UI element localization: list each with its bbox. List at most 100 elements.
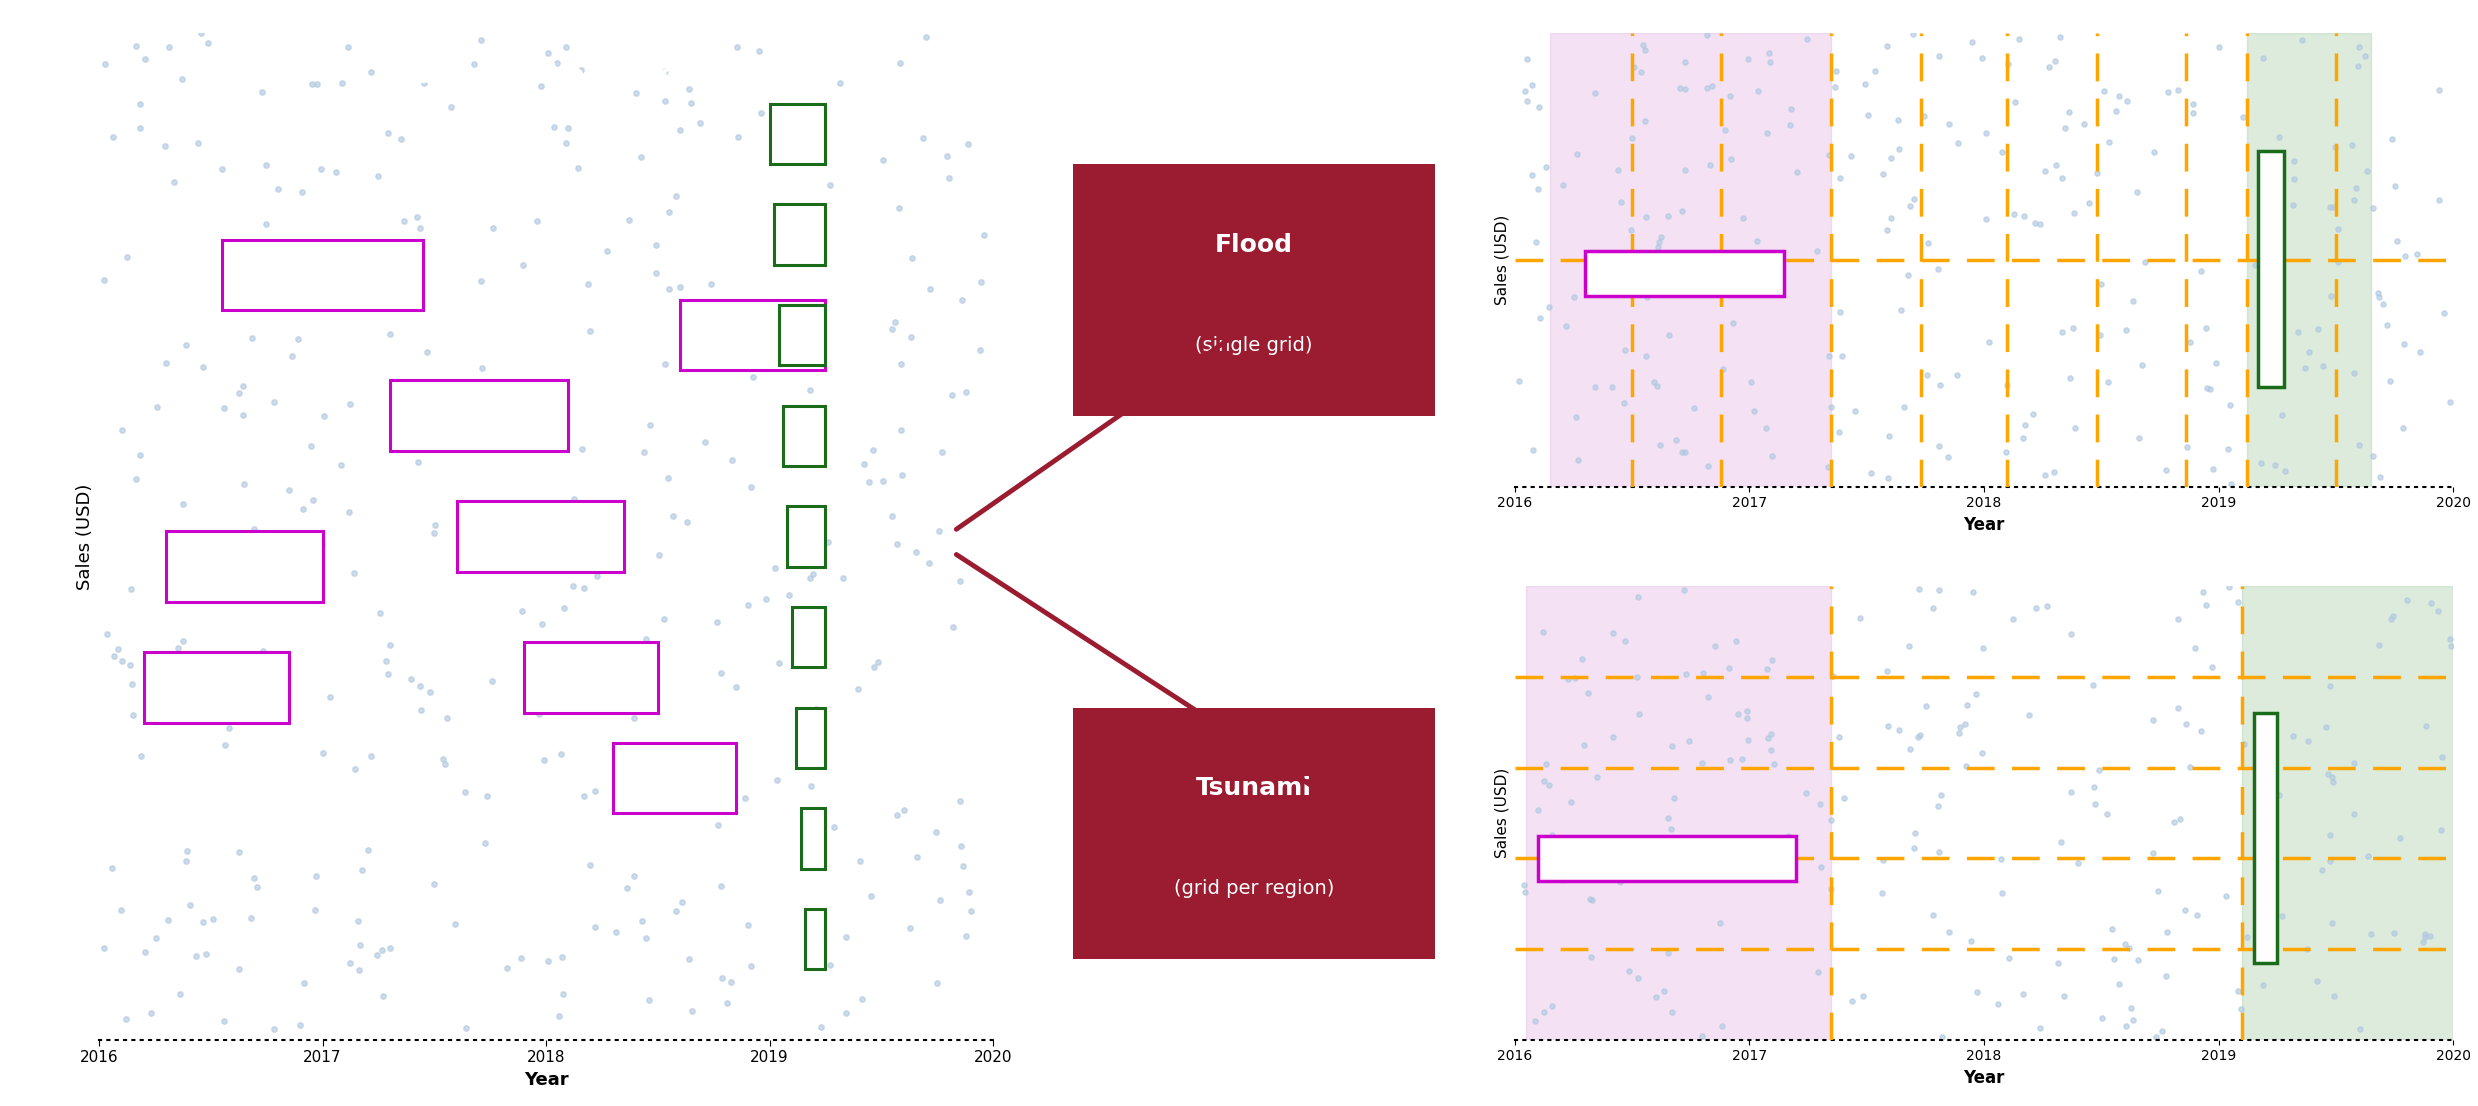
Point: [107, 249, 146, 267]
Point: [2354, 199, 2394, 217]
Point: [218, 843, 258, 860]
Point: [756, 560, 795, 577]
Point: [245, 215, 285, 232]
Text: (single grid): (single grid): [1194, 336, 1313, 355]
Point: [2139, 883, 2178, 900]
Bar: [793, 607, 825, 667]
Point: [882, 355, 922, 373]
Point: [2317, 253, 2357, 271]
Point: [310, 257, 349, 274]
Point: [2314, 138, 2354, 156]
Point: [2193, 658, 2233, 676]
Point: [1841, 608, 1881, 626]
Point: [1908, 234, 1948, 252]
Point: [528, 952, 567, 970]
Point: [1588, 260, 1628, 278]
Point: [1834, 401, 1873, 419]
Point: [1831, 147, 1871, 165]
Point: [406, 343, 446, 361]
Point: [2119, 184, 2158, 201]
Point: [349, 842, 389, 859]
Point: [907, 28, 947, 45]
Point: [1754, 755, 1794, 773]
Point: [119, 446, 159, 463]
Point: [382, 129, 421, 147]
Point: [904, 129, 944, 147]
Point: [1752, 447, 1792, 465]
Point: [1995, 93, 2034, 111]
Point: [1918, 797, 1958, 815]
Point: [1601, 874, 1640, 891]
Point: [1526, 755, 1566, 773]
Point: [2096, 102, 2136, 119]
Point: [929, 169, 969, 187]
Point: [1514, 441, 1554, 459]
Y-axis label: Sales (USD): Sales (USD): [74, 483, 94, 589]
Point: [1868, 428, 1908, 446]
Point: [2134, 143, 2173, 160]
Point: [882, 420, 922, 438]
Point: [1868, 38, 1908, 55]
Point: [2181, 722, 2220, 740]
Point: [647, 740, 686, 758]
Point: [300, 159, 339, 177]
Point: [1968, 210, 2007, 228]
Point: [2243, 977, 2282, 994]
Point: [706, 752, 746, 770]
Point: [716, 678, 756, 696]
Point: [206, 735, 245, 753]
Point: [2406, 717, 2446, 734]
Point: [773, 123, 813, 140]
Point: [1531, 826, 1571, 844]
Point: [166, 853, 206, 870]
Point: [810, 176, 850, 194]
Point: [178, 134, 218, 152]
Point: [183, 358, 223, 376]
Bar: [2243, 586, 2453, 1040]
Point: [1863, 852, 1903, 869]
Point: [2250, 787, 2290, 805]
Point: [758, 654, 798, 671]
Point: [2314, 198, 2354, 216]
Bar: [2248, 33, 2371, 487]
Point: [466, 834, 506, 852]
Point: [409, 414, 449, 431]
Point: [2287, 940, 2327, 958]
Point: [1655, 790, 1695, 807]
Point: [1727, 50, 1767, 67]
Point: [1977, 994, 2017, 1012]
Point: [2218, 982, 2257, 1000]
Point: [2158, 611, 2198, 628]
Point: [1626, 41, 1665, 59]
Point: [1524, 772, 1564, 790]
Point: [1893, 25, 1933, 43]
Point: [2332, 136, 2371, 154]
Point: [166, 843, 206, 860]
Point: [535, 408, 575, 426]
Point: [563, 440, 602, 458]
Bar: [144, 653, 290, 722]
Point: [1727, 731, 1767, 749]
Point: [649, 281, 689, 299]
Point: [1995, 206, 2034, 223]
Point: [768, 434, 808, 451]
Point: [238, 878, 278, 896]
Point: [1549, 670, 1588, 688]
Point: [644, 609, 684, 627]
Point: [2220, 1000, 2260, 1018]
Point: [917, 974, 957, 992]
Bar: [166, 531, 322, 602]
Point: [1524, 1003, 1564, 1021]
Point: [1628, 858, 1668, 876]
Point: [1982, 144, 2022, 161]
Point: [917, 823, 957, 841]
Point: [154, 174, 193, 191]
Point: [947, 927, 986, 945]
Point: [1982, 884, 2022, 901]
Point: [1683, 1027, 1722, 1045]
Point: [362, 941, 401, 959]
Point: [897, 847, 937, 865]
Point: [949, 135, 989, 153]
Point: [1601, 194, 1640, 211]
Point: [2205, 887, 2245, 905]
